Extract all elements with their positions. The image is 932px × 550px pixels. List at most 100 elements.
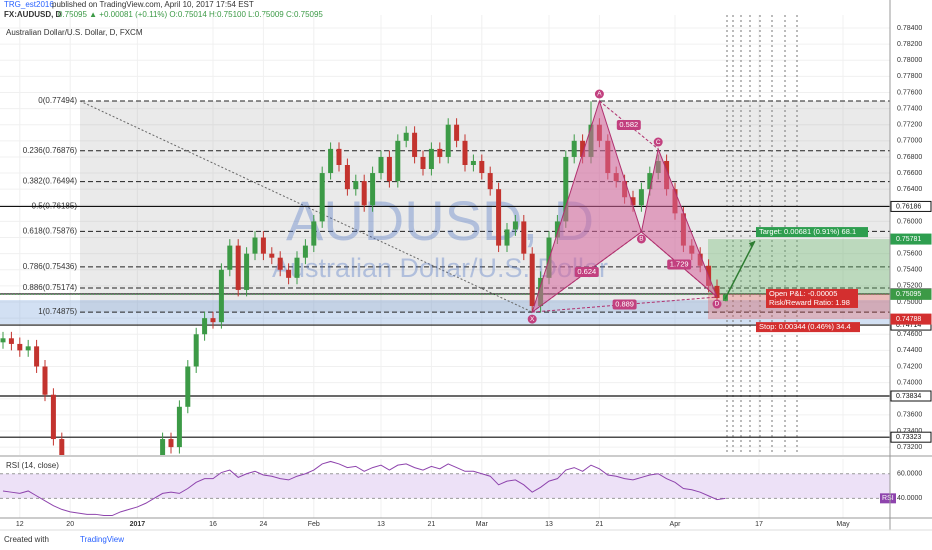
- candle-body: [571, 140, 577, 157]
- price-tag-bg: [890, 233, 932, 245]
- pattern-point: [594, 89, 604, 99]
- candle-body: [59, 439, 65, 455]
- rsi-band: [0, 473, 890, 499]
- footer-brand[interactable]: TradingView: [80, 535, 124, 544]
- ratio-label: 1.729: [670, 259, 689, 268]
- candle-body: [252, 237, 258, 254]
- arrow-head: [748, 241, 755, 248]
- y-tick-label: 0.75000: [897, 299, 922, 306]
- overlay: 0.732000.734000.736000.738000.740000.742…: [6, 25, 932, 528]
- published: published on TradingView.com, April 10, …: [52, 0, 254, 9]
- candle-body: [370, 173, 376, 206]
- ratio-bg: [667, 259, 692, 270]
- candle-body: [487, 173, 493, 190]
- candle-body: [512, 221, 518, 230]
- candle-body: [386, 156, 392, 182]
- y-tick-label: 0.74000: [897, 379, 922, 386]
- candle-body: [454, 124, 460, 141]
- price-tag: 0.74788: [896, 316, 921, 323]
- y-tick-label: 0.78000: [897, 57, 922, 64]
- stop-label-bg: [756, 322, 860, 333]
- fib-label: 0.618(0.75876): [23, 227, 78, 236]
- y-tick-label: 0.75400: [897, 267, 922, 274]
- y-tick-label: 0.77200: [897, 122, 922, 129]
- candle-body: [462, 140, 468, 165]
- fib-label: 0.236(0.76876): [23, 146, 78, 155]
- candle-body: [445, 124, 451, 157]
- target-label-bg: [756, 227, 868, 238]
- candle-body: [630, 197, 636, 206]
- pattern-point-label: B: [639, 236, 643, 243]
- ratio-bg: [616, 120, 641, 131]
- candle-body: [479, 160, 485, 174]
- y-tick-label: 0.75600: [897, 251, 922, 258]
- stop-label: Stop: 0.00344 (0.46%) 34.4: [759, 322, 851, 331]
- candle-body: [218, 269, 224, 323]
- candle-body: [521, 221, 527, 254]
- quote: 0.75095 ▲ +0.00081 (+0.11%) O:0.75014 H:…: [58, 10, 323, 19]
- x-tick-label: 13: [377, 521, 385, 528]
- price-tag: 0.74714: [896, 322, 921, 329]
- symbol: FX:AUDUSD, D: [4, 10, 62, 19]
- candle-body: [17, 343, 23, 351]
- candle-body: [336, 148, 342, 165]
- pnl-label-bg: [766, 288, 858, 299]
- x-tick-label: 24: [260, 521, 268, 528]
- x-tick-label: 17: [755, 521, 763, 528]
- x-tick-label: Feb: [308, 521, 320, 528]
- rsi-pane: [0, 459, 890, 518]
- candle-body: [580, 140, 586, 157]
- candle-body: [168, 439, 174, 448]
- y-tick-label: 0.73200: [897, 444, 922, 451]
- x-tick-label: Apr: [670, 521, 682, 528]
- rsi-line: [2, 460, 726, 517]
- candle-body: [378, 156, 384, 174]
- rsi-badge: RSI: [882, 495, 894, 502]
- candle-body: [286, 269, 292, 278]
- price-tag: 0.73323: [896, 434, 921, 441]
- rr-label-bg: [766, 297, 858, 308]
- fib-label: 1(0.74875): [38, 307, 77, 316]
- x-tick-label: 20: [66, 521, 74, 528]
- candle-body: [496, 189, 502, 246]
- rsi-tick-label: 60.0000: [897, 471, 922, 478]
- y-tick-label: 0.76400: [897, 186, 922, 193]
- y-tick-label: 0.75200: [897, 283, 922, 290]
- price-tag: 0.76186: [896, 203, 921, 210]
- candle-body: [529, 253, 535, 307]
- y-tick-label: 0.73400: [897, 428, 922, 435]
- candle-body: [563, 156, 569, 222]
- author[interactable]: TRG_est2016: [4, 0, 54, 9]
- price-tag-bg: [890, 288, 932, 300]
- candle-body: [554, 221, 560, 238]
- pattern-point: [636, 234, 646, 244]
- x-tick-label: Mar: [476, 521, 489, 528]
- candle-body: [244, 253, 250, 290]
- legend-title: Australian Dollar/U.S. Dollar, D, FXCM: [6, 28, 143, 37]
- y-tick-label: 0.77600: [897, 89, 922, 96]
- pattern-point-label: D: [715, 301, 720, 308]
- pattern-point: [527, 314, 537, 324]
- pattern-point: [653, 137, 663, 147]
- candle-body: [647, 173, 653, 190]
- candle-body: [437, 148, 443, 157]
- watermark: AUDUSD, D: [286, 189, 594, 252]
- y-tick-label: 0.74600: [897, 331, 922, 338]
- candle-body: [328, 148, 334, 174]
- candle-body: [470, 160, 476, 165]
- candle-body: [311, 221, 317, 246]
- y-tick-label: 0.74400: [897, 347, 922, 354]
- pattern-leg: [641, 231, 718, 298]
- fib-label: 0.382(0.76494): [23, 177, 78, 186]
- y-tick-label: 0.76000: [897, 218, 922, 225]
- y-tick-label: 0.74200: [897, 363, 922, 370]
- candle-body: [202, 318, 208, 335]
- candle-body: [395, 140, 401, 182]
- price-tag-bg: [890, 313, 932, 325]
- ratio-label: 0.582: [619, 120, 638, 129]
- fib-label: 0.886(0.75174): [23, 283, 78, 292]
- ratio-bg: [574, 267, 599, 278]
- rsi-tick-label: 40.0000: [897, 495, 922, 502]
